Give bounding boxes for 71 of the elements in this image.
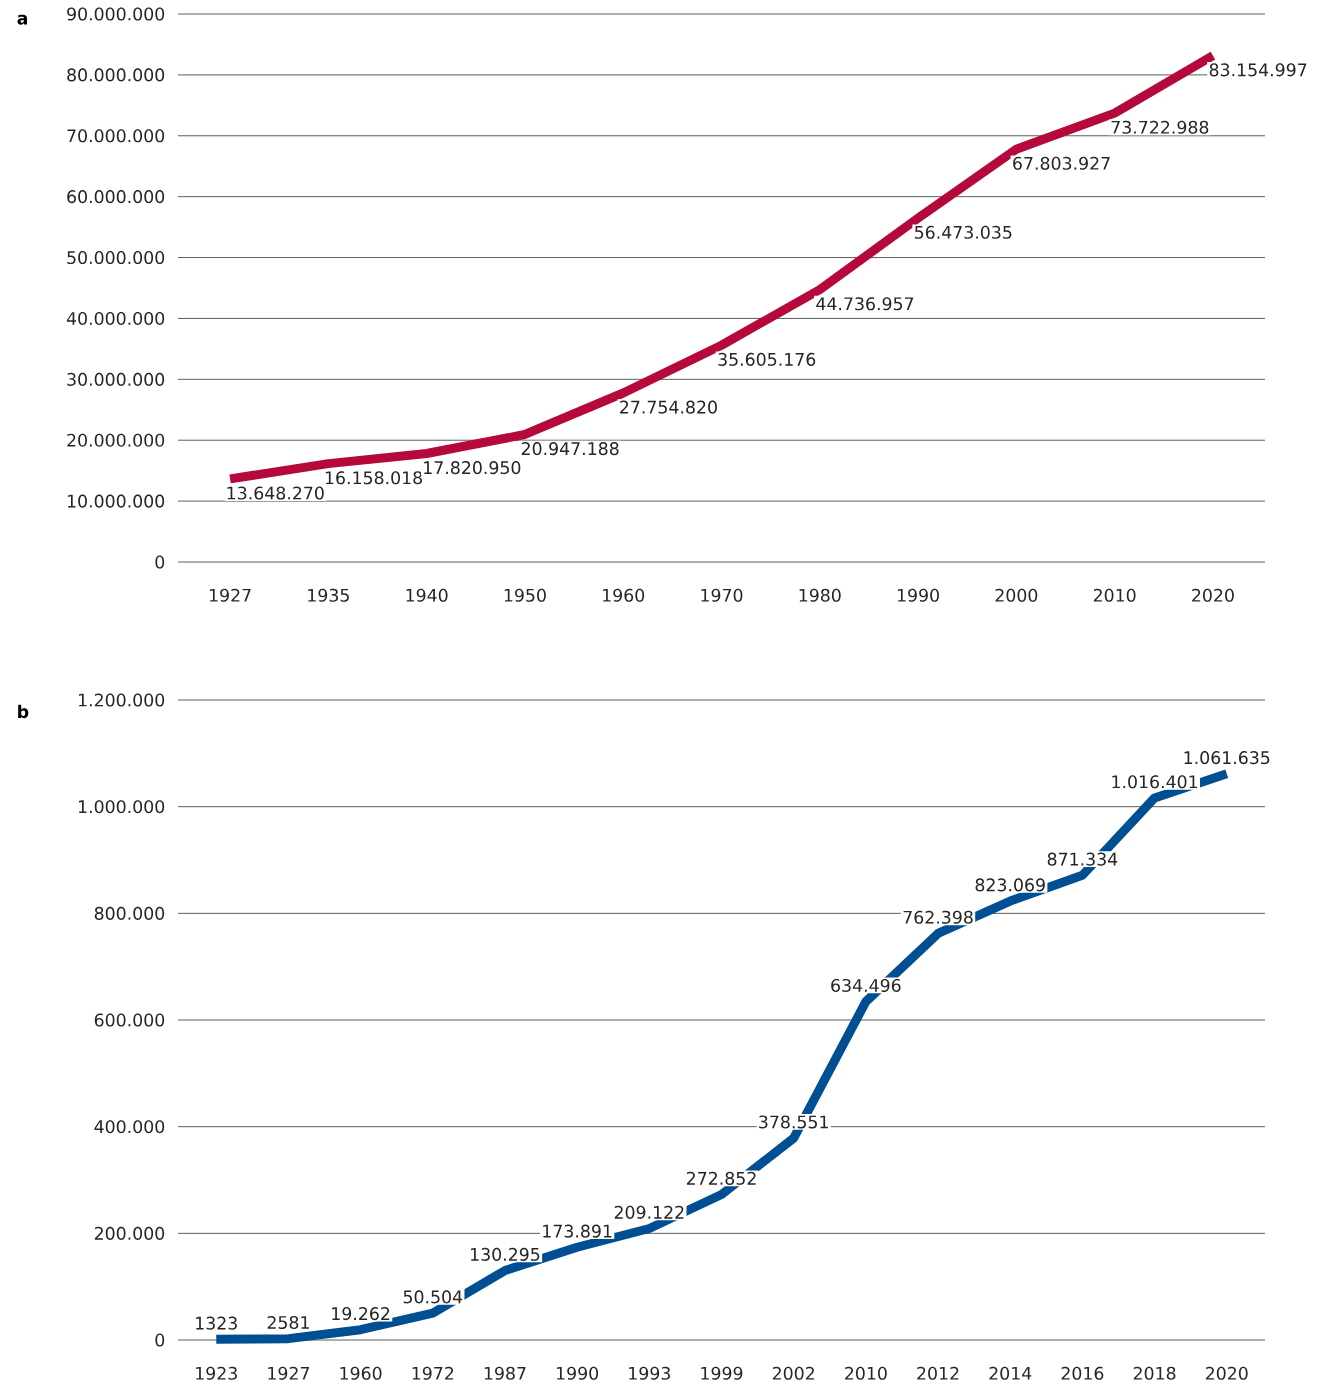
data-label: 173.891 <box>543 1224 612 1238</box>
x-tick-label: 1935 <box>308 588 349 602</box>
y-tick-label: 400.000 <box>94 1120 165 1134</box>
x-tick-label: 2010 <box>845 1366 887 1380</box>
x-tick-label: 1990 <box>897 588 939 602</box>
data-label: 272.852 <box>686 1171 756 1185</box>
data-label: 50.504 <box>403 1290 463 1304</box>
data-label: 378.551 <box>759 1115 828 1129</box>
x-tick-label: 1980 <box>799 588 841 602</box>
x-tick-label: 2000 <box>995 588 1038 602</box>
x-tick-label: 2010 <box>1093 588 1136 602</box>
x-tick-label: 2002 <box>772 1366 814 1380</box>
x-tick-label: 2016 <box>1061 1366 1104 1380</box>
data-label: 35.605.176 <box>718 352 816 366</box>
y-tick-label: 40.000.000 <box>66 311 165 326</box>
data-label: 20.947.188 <box>521 442 619 456</box>
data-label: 762.398 <box>903 910 973 924</box>
data-label: 19.262 <box>332 1307 390 1321</box>
data-label: 44.736.957 <box>816 297 914 311</box>
y-tick-label: 200.000 <box>94 1226 165 1240</box>
data-label: 871.334 <box>1047 852 1118 866</box>
y-tick-label: 80.000.000 <box>67 68 165 82</box>
y-tick-label: 90.000.000 <box>67 7 165 21</box>
x-tick-label: 2018 <box>1133 1366 1176 1380</box>
data-label: 823.069 <box>975 878 1045 892</box>
x-tick-label: 1927 <box>268 1366 310 1380</box>
data-label: 13.648.270 <box>227 486 324 500</box>
x-tick-label: 2020 <box>1205 1366 1248 1380</box>
y-tick-label: 70.000.000 <box>67 129 165 143</box>
x-tick-label: 1960 <box>603 588 645 602</box>
data-label: 56.473.035 <box>915 225 1012 239</box>
x-tick-label: 1940 <box>406 588 448 602</box>
x-tick-label: 1927 <box>209 588 251 602</box>
data-label: 17.820.950 <box>424 461 521 475</box>
x-tick-label: 1993 <box>629 1366 670 1380</box>
text: a <box>17 14 28 25</box>
data-label: 67.803.927 <box>1013 156 1110 170</box>
y-tick-label: 30.000.000 <box>67 372 165 386</box>
y-tick-label: 10.000.000 <box>67 494 165 508</box>
y-tick-label: 0 <box>155 1333 165 1347</box>
y-tick-label: 60.000.000 <box>67 190 165 204</box>
y-tick-label: 600.000 <box>94 1013 165 1027</box>
data-label: 1.061.635 <box>1184 751 1270 765</box>
y-tick-label: 800.000 <box>94 906 165 920</box>
x-tick-label: 1972 <box>412 1366 454 1380</box>
x-tick-label: 2014 <box>989 1366 1032 1380</box>
x-tick-label: 2020 <box>1192 588 1234 602</box>
data-label: 1.016.401 <box>1112 775 1198 789</box>
x-tick-label: 1960 <box>340 1366 382 1380</box>
y-tick-label: 50.000.000 <box>67 251 165 265</box>
data-label: 634.496 <box>831 978 901 993</box>
x-tick-label: 1999 <box>701 1366 743 1380</box>
x-tick-label: 1990 <box>557 1366 599 1380</box>
y-tick-label: 20.000.000 <box>67 433 165 447</box>
y-tick-label: 1.000.000 <box>78 800 165 814</box>
x-tick-label: 1987 <box>484 1366 526 1380</box>
data-label: 73.722.988 <box>1111 120 1209 134</box>
y-tick-label: 1.200.000 <box>78 693 165 707</box>
data-label: 83.154.997 <box>1209 63 1307 77</box>
data-label: 2581 <box>267 1315 309 1330</box>
x-tick-label: 1970 <box>701 588 743 602</box>
y-tick-label: 0 <box>155 555 165 569</box>
x-tick-label: 1950 <box>504 588 546 602</box>
data-label: 16.158.018 <box>325 471 423 485</box>
text: b <box>18 704 29 719</box>
x-tick-label: 1923 <box>196 1366 237 1380</box>
data-label: 130.295 <box>471 1247 540 1261</box>
data-label: 27.754.820 <box>620 400 717 414</box>
x-tick-label: 2012 <box>917 1366 959 1380</box>
data-label: 1323 <box>196 1316 237 1330</box>
data-label: 209.122 <box>614 1205 684 1219</box>
